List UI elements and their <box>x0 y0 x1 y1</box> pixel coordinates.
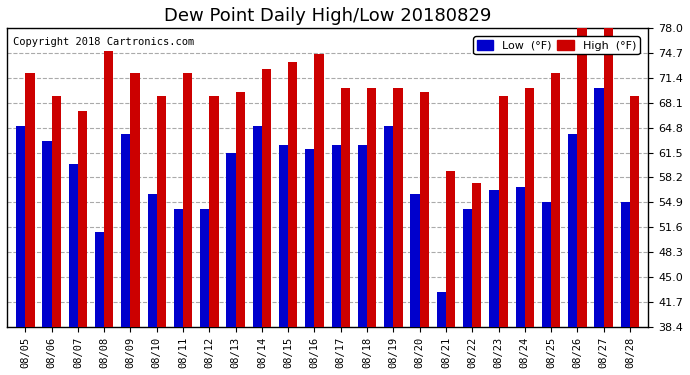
Bar <box>463 209 472 375</box>
Bar <box>183 73 193 375</box>
Bar <box>568 134 578 375</box>
Bar <box>121 134 130 375</box>
Bar <box>200 209 209 375</box>
Text: Copyright 2018 Cartronics.com: Copyright 2018 Cartronics.com <box>13 37 195 47</box>
Bar <box>78 111 87 375</box>
Bar <box>130 73 139 375</box>
Bar <box>288 62 297 375</box>
Bar <box>209 96 219 375</box>
Bar <box>69 164 78 375</box>
Bar <box>26 73 34 375</box>
Bar <box>498 96 508 375</box>
Bar <box>174 209 183 375</box>
Bar <box>621 202 630 375</box>
Bar <box>542 202 551 375</box>
Bar <box>148 194 157 375</box>
Bar <box>630 96 639 375</box>
Bar <box>236 92 245 375</box>
Legend: Low  (°F), High  (°F): Low (°F), High (°F) <box>473 36 640 54</box>
Bar <box>279 145 288 375</box>
Bar <box>437 292 446 375</box>
Bar <box>262 69 271 375</box>
Bar <box>595 88 604 375</box>
Bar <box>253 126 262 375</box>
Bar <box>226 153 236 375</box>
Bar <box>551 73 560 375</box>
Bar <box>367 88 376 375</box>
Bar <box>604 24 613 375</box>
Bar <box>393 88 402 375</box>
Bar <box>157 96 166 375</box>
Bar <box>315 54 324 375</box>
Bar <box>341 88 350 375</box>
Bar <box>384 126 393 375</box>
Bar <box>52 96 61 375</box>
Bar <box>525 88 534 375</box>
Bar <box>515 186 525 375</box>
Bar <box>578 28 586 375</box>
Bar <box>305 149 315 375</box>
Bar <box>420 92 429 375</box>
Bar <box>104 51 113 375</box>
Bar <box>358 145 367 375</box>
Bar <box>332 145 341 375</box>
Bar <box>42 141 52 375</box>
Bar <box>411 194 420 375</box>
Bar <box>446 171 455 375</box>
Bar <box>489 190 498 375</box>
Bar <box>95 232 104 375</box>
Bar <box>16 126 26 375</box>
Title: Dew Point Daily High/Low 20180829: Dew Point Daily High/Low 20180829 <box>164 7 491 25</box>
Bar <box>472 183 482 375</box>
